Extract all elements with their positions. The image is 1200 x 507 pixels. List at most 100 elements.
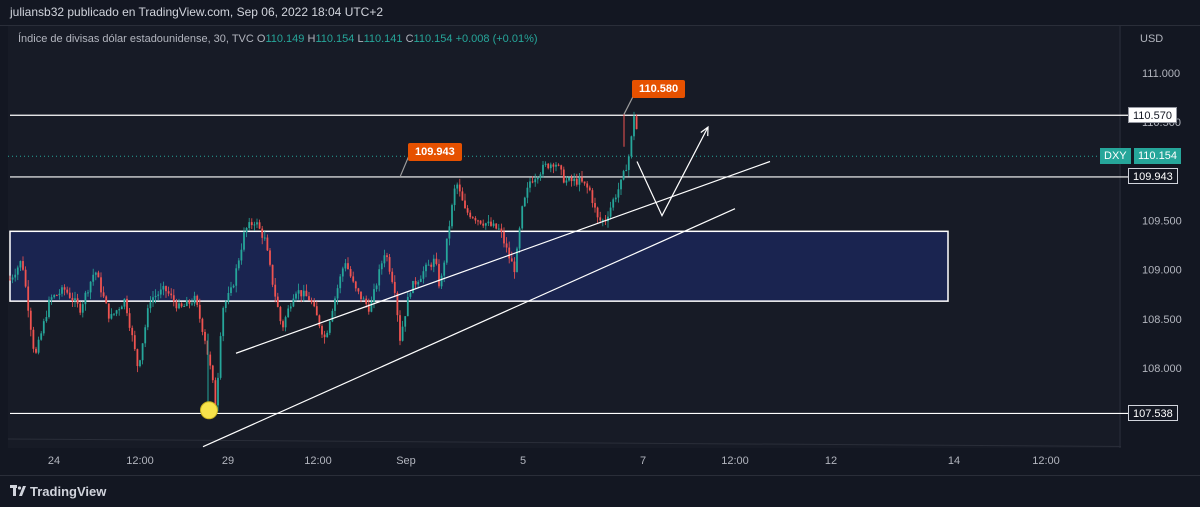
candle-body bbox=[289, 306, 292, 309]
low-marker-dot bbox=[200, 401, 218, 420]
candle-body bbox=[237, 260, 240, 269]
candle-body bbox=[526, 187, 529, 198]
candle-body bbox=[113, 313, 115, 315]
candle-body bbox=[583, 181, 586, 184]
trendline-2 bbox=[202, 208, 736, 448]
candle-body bbox=[518, 228, 521, 249]
change-value: +0.008 (+0.01%) bbox=[455, 33, 538, 45]
candle-body bbox=[591, 190, 594, 204]
candle-body bbox=[66, 289, 69, 293]
candle-body bbox=[32, 329, 35, 349]
candle-body bbox=[42, 321, 45, 334]
candle-body bbox=[339, 276, 342, 289]
chart-area[interactable]: 111.000 110.500 109.500 109.000 108.500 108.0… bbox=[8, 26, 1200, 475]
candle-body bbox=[217, 377, 219, 406]
candle-body bbox=[284, 317, 287, 328]
callout-high[interactable]: 110.580 bbox=[632, 80, 686, 98]
candle-body bbox=[79, 303, 82, 313]
candle-body bbox=[445, 238, 448, 263]
candle-body bbox=[253, 224, 256, 226]
candle-body bbox=[360, 291, 362, 300]
candle-body bbox=[123, 298, 126, 307]
candle-body bbox=[58, 293, 61, 296]
candle-body bbox=[461, 191, 464, 201]
candle-body bbox=[367, 304, 370, 312]
candle-body bbox=[24, 269, 27, 287]
projection-arrowhead bbox=[700, 125, 709, 137]
trendline-1 bbox=[235, 160, 771, 354]
candle-body bbox=[573, 178, 576, 182]
candle-body bbox=[409, 293, 412, 297]
candle-body bbox=[45, 317, 48, 322]
candle-body bbox=[557, 164, 560, 166]
candle-body bbox=[328, 321, 331, 333]
price-tick-label: 109.000 bbox=[1142, 265, 1182, 277]
candle-body bbox=[144, 327, 147, 344]
candle-body bbox=[570, 177, 573, 182]
candle-body bbox=[419, 278, 422, 282]
candle-body bbox=[531, 181, 534, 183]
candle-body bbox=[94, 272, 97, 275]
candle-body bbox=[87, 292, 89, 294]
tradingview-brand[interactable]: TradingView bbox=[30, 484, 107, 499]
symbol-legend: Índice de divisas dólar estadounidense, … bbox=[18, 33, 538, 45]
candle-body bbox=[201, 318, 204, 332]
candle-body bbox=[482, 223, 485, 226]
candle-body bbox=[393, 281, 396, 293]
callout-mid[interactable]: 109.943 bbox=[408, 143, 462, 161]
candle-body bbox=[448, 226, 451, 239]
candle-body bbox=[315, 306, 318, 316]
candle-body bbox=[110, 314, 113, 319]
candle-body bbox=[157, 294, 160, 296]
candle-body bbox=[427, 264, 430, 266]
candle-body bbox=[396, 292, 399, 316]
candle-body bbox=[305, 290, 308, 297]
candle-body bbox=[555, 164, 557, 167]
currency-label[interactable]: USD bbox=[1140, 33, 1164, 45]
candle-body bbox=[492, 223, 495, 226]
candle-body bbox=[40, 333, 43, 340]
time-tick-label: 12 bbox=[825, 455, 837, 467]
candle-body bbox=[279, 307, 282, 322]
candle-body bbox=[248, 222, 251, 229]
candle-body bbox=[136, 349, 139, 367]
candle-body bbox=[388, 257, 391, 272]
candle-body bbox=[300, 290, 303, 297]
symbol-description: Índice de divisas dólar estadounidense, … bbox=[18, 33, 254, 45]
candle-body bbox=[222, 308, 225, 337]
candle-body bbox=[63, 287, 66, 290]
candle-body bbox=[97, 272, 100, 278]
low-label: L bbox=[357, 33, 364, 45]
candle-body bbox=[466, 208, 469, 213]
candle-body bbox=[456, 184, 459, 189]
candle-body bbox=[27, 286, 30, 311]
candle-body bbox=[365, 298, 368, 305]
candle-body bbox=[404, 316, 407, 327]
candle-body bbox=[204, 331, 206, 341]
candle-body bbox=[154, 295, 157, 298]
candle-body bbox=[191, 303, 193, 305]
candle-body bbox=[71, 297, 74, 302]
last-price-tag: 110.154 bbox=[1134, 148, 1181, 164]
candle-body bbox=[323, 334, 326, 338]
candle-body bbox=[227, 292, 230, 302]
candle-body bbox=[539, 174, 542, 178]
candle-body bbox=[102, 292, 105, 297]
chart-canvas[interactable]: 111.000 110.500 109.500 109.000 108.500 108.0… bbox=[8, 26, 1200, 475]
tradingview-logo-icon bbox=[10, 485, 26, 496]
candle-body bbox=[500, 228, 503, 232]
time-tick-label: 14 bbox=[948, 455, 960, 467]
candle-body bbox=[235, 268, 238, 286]
candle-body bbox=[172, 295, 175, 302]
candle-body bbox=[401, 326, 404, 341]
candle-body bbox=[635, 116, 638, 130]
candle-body bbox=[133, 335, 136, 350]
candle-body bbox=[432, 258, 435, 267]
candle-body bbox=[92, 274, 95, 282]
candle-body bbox=[510, 258, 513, 262]
candle-body bbox=[22, 261, 24, 270]
high-label: H bbox=[307, 33, 316, 45]
candle-body bbox=[562, 169, 565, 183]
candle-body bbox=[417, 281, 420, 285]
candle-body bbox=[609, 207, 612, 217]
